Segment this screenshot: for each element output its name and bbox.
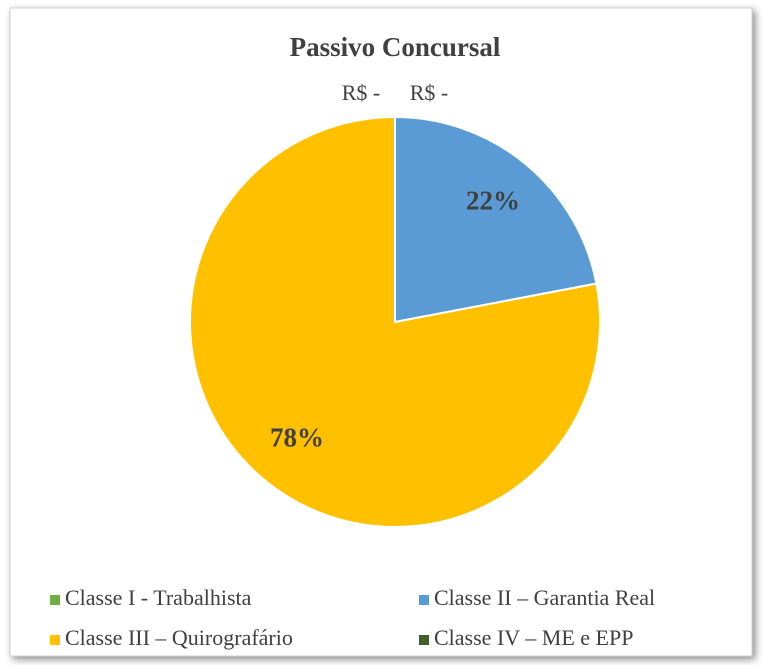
pie-slice: [394, 115, 598, 324]
data-label: R$ -: [342, 80, 381, 105]
chart-title: Passivo Concursal: [290, 32, 501, 62]
data-label: 22%: [466, 186, 520, 216]
data-label: R$ -: [410, 80, 449, 105]
legend-swatch: [50, 595, 60, 605]
legend-swatch: [419, 595, 429, 605]
legend-label: Classe IV – ME e EPP: [434, 625, 633, 650]
data-label: 78%: [270, 423, 324, 453]
pie-slice: [189, 115, 601, 528]
legend-label: Classe I - Trabalhista: [65, 585, 252, 610]
legend-label: Classe II – Garantia Real: [434, 585, 655, 610]
legend-swatch: [50, 635, 60, 645]
legend-label: Classe III – Quirografário: [65, 625, 293, 650]
legend-swatch: [419, 635, 429, 645]
